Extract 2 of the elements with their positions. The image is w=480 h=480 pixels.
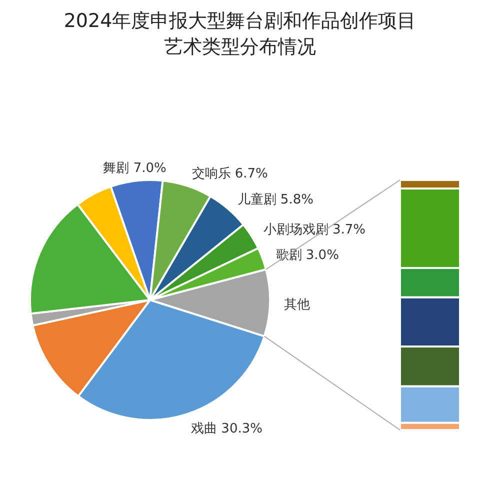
chart-title: 2024年度申报大型舞台剧和作品创作项目 xyxy=(62,9,418,34)
chart-subtitle: 艺术类型分布情况 xyxy=(163,35,317,60)
